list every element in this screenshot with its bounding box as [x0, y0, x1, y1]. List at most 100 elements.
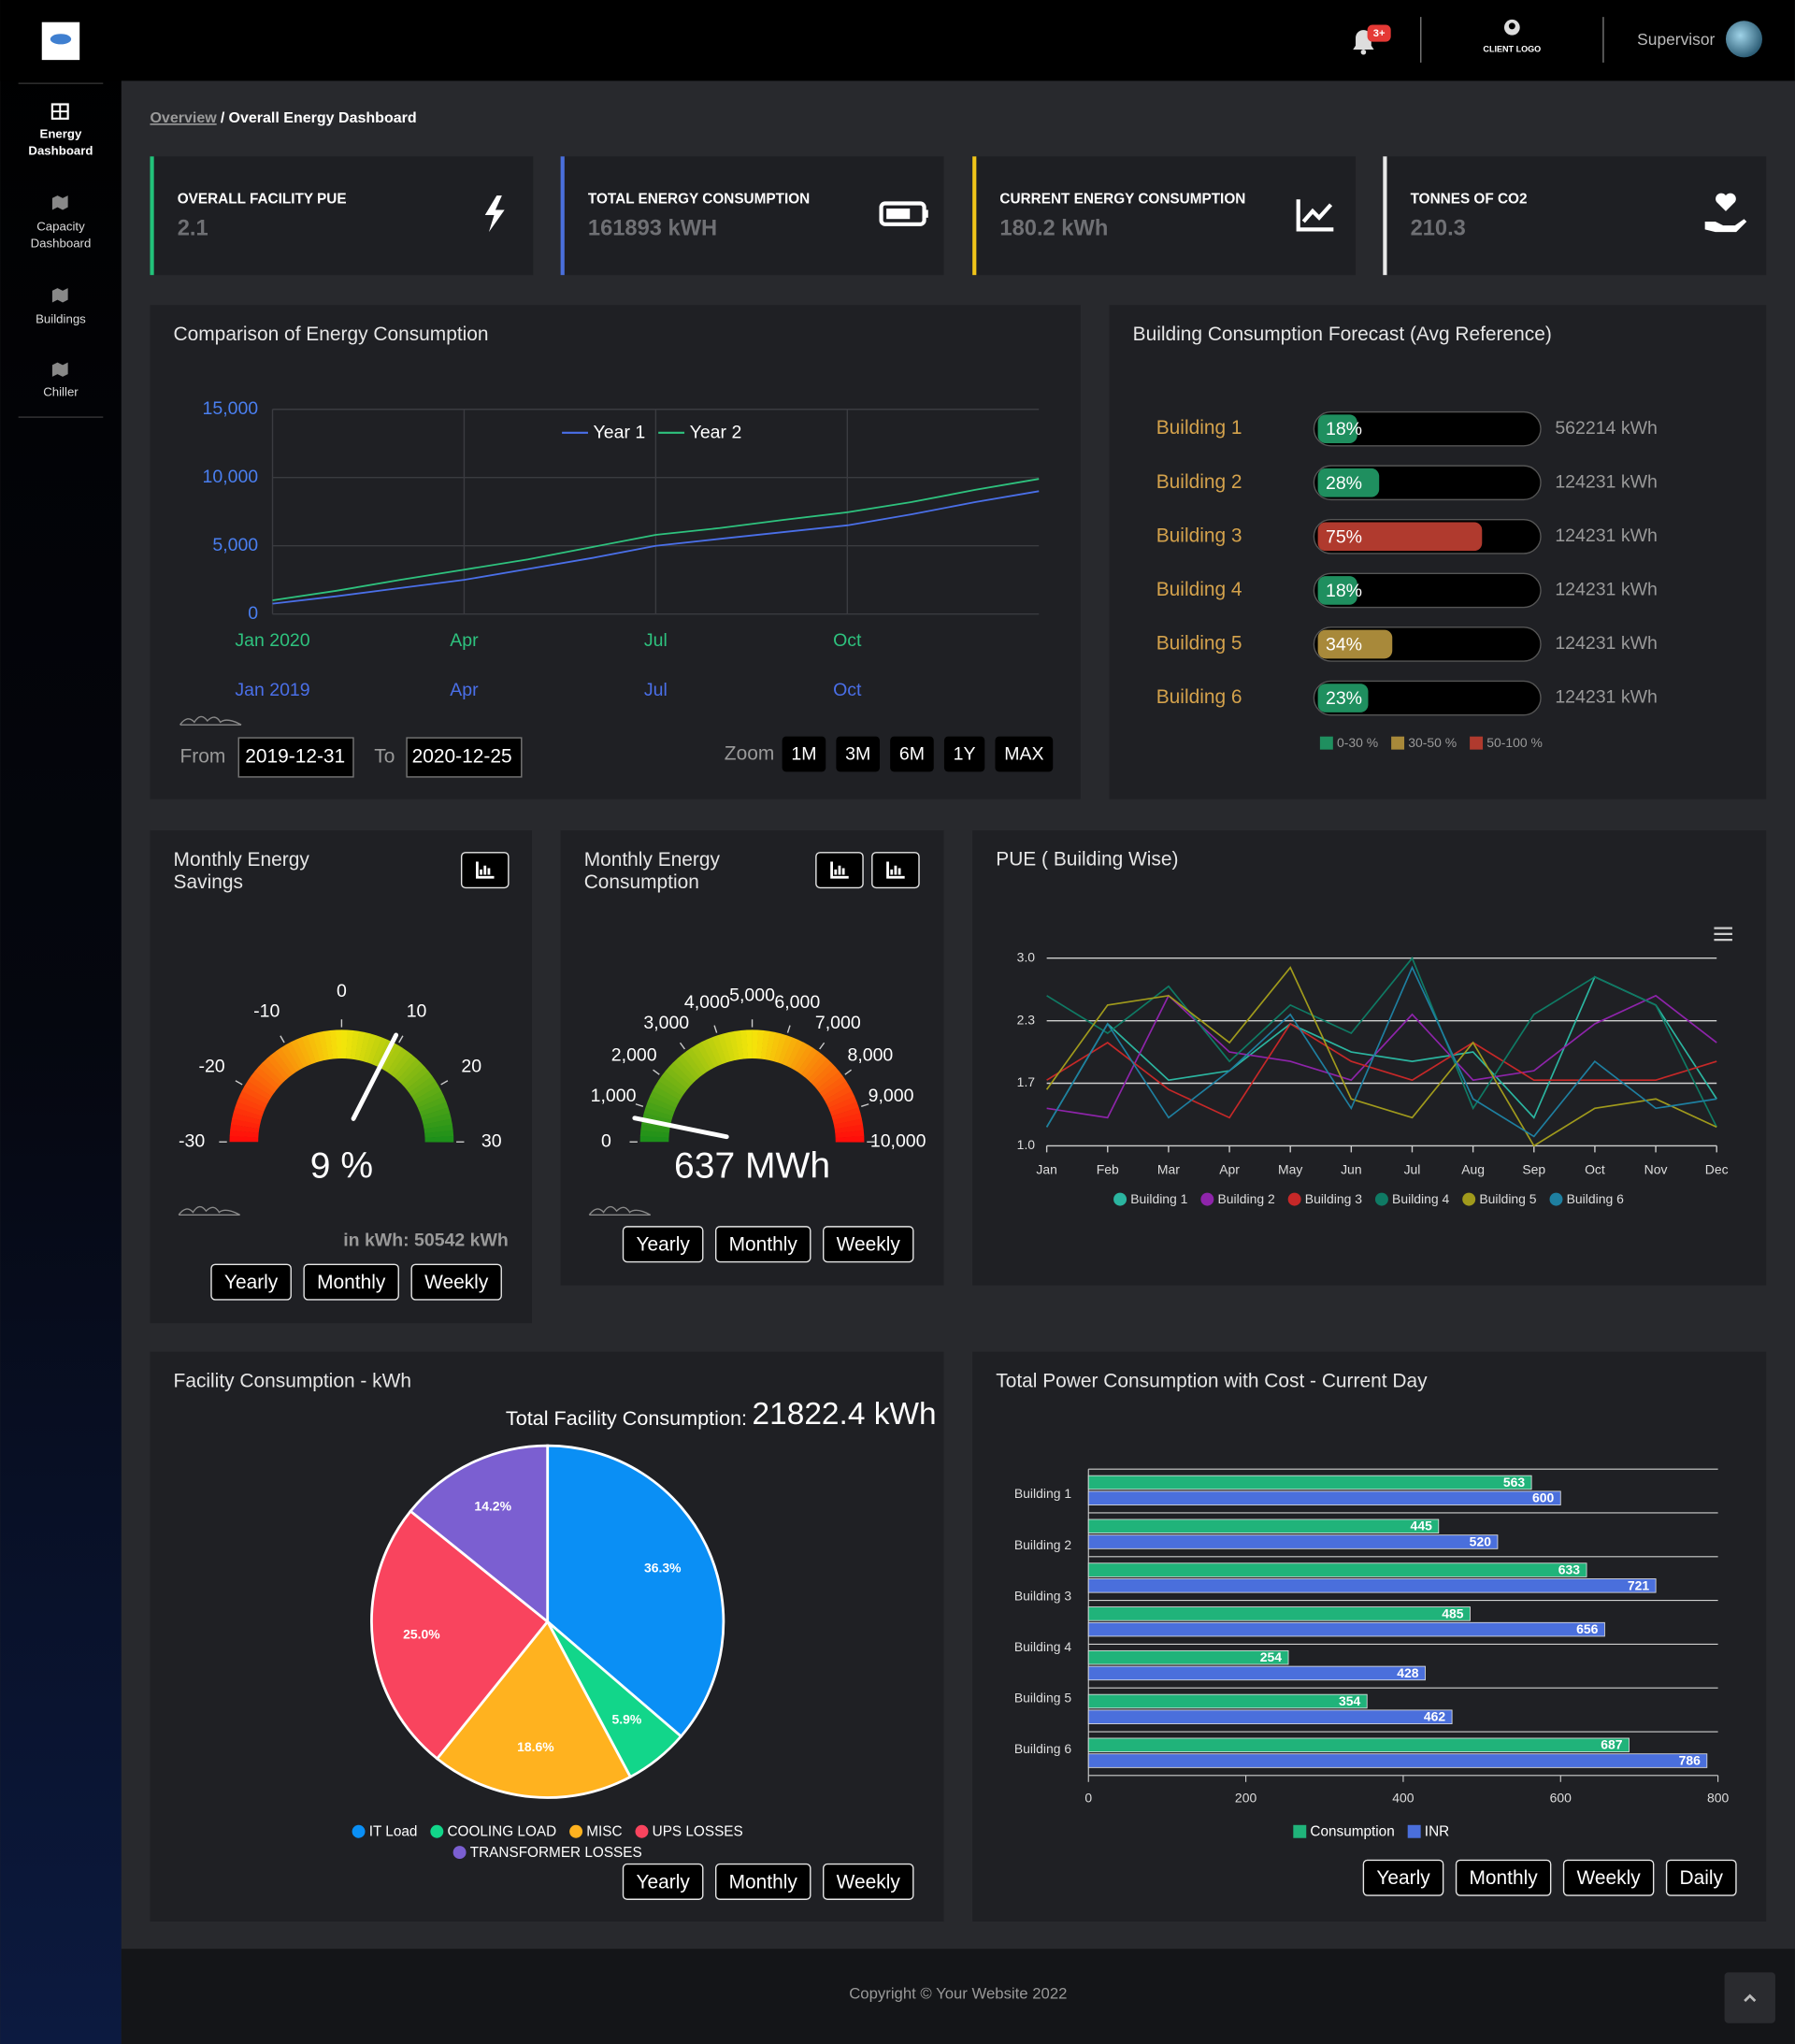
- button-label[interactable]: Weekly: [837, 1871, 901, 1893]
- button[interactable]: [210, 1263, 292, 1301]
- date-input[interactable]: [237, 737, 354, 778]
- breadcrumb-link[interactable]: Overview: [150, 109, 217, 126]
- button-label[interactable]: Yearly: [1376, 1867, 1430, 1889]
- x-tick-label: 800: [1707, 1791, 1730, 1806]
- user-avatar[interactable]: [1725, 21, 1763, 58]
- date-input[interactable]: [406, 737, 523, 778]
- gauge-tick-label: 1,000: [591, 1086, 637, 1106]
- zoom-button-label[interactable]: 1M: [791, 743, 816, 764]
- gauge-band: [350, 1030, 360, 1060]
- gauge-band: [386, 1047, 409, 1075]
- menu-item[interactable]: Buildings: [36, 311, 86, 325]
- kpi-label: OVERALL FACILITY PUE: [178, 191, 347, 207]
- gauge-band: [280, 1044, 300, 1072]
- gauge-tick: [679, 1042, 686, 1050]
- bar: [1087, 1709, 1453, 1724]
- category-label: Building 2: [1156, 471, 1242, 493]
- gauge-band: [824, 1086, 853, 1104]
- progress-bar: [1317, 576, 1357, 605]
- category-label: Building 3: [1014, 1588, 1071, 1603]
- menu-item[interactable]: Chiller: [43, 384, 79, 398]
- zoom-button-label[interactable]: 3M: [845, 743, 870, 764]
- date-value[interactable]: 2019-12-31: [245, 746, 345, 768]
- button-label[interactable]: Daily: [1680, 1867, 1724, 1889]
- legend-item: 30-50 %: [1391, 735, 1457, 750]
- navigator-icon: [179, 715, 242, 726]
- button-label[interactable]: Yearly: [636, 1234, 690, 1256]
- x-tick-label: Dec: [1705, 1162, 1729, 1177]
- button[interactable]: [1455, 1859, 1552, 1896]
- gauge-band: [363, 1033, 377, 1063]
- button[interactable]: [410, 1263, 502, 1301]
- pie-label: 14.2%: [474, 1499, 511, 1514]
- zoom-button[interactable]: [836, 736, 880, 772]
- gauge-band: [811, 1062, 836, 1087]
- button-label[interactable]: Monthly: [1470, 1867, 1539, 1889]
- value-label: 23%: [1326, 688, 1362, 709]
- zoom-button[interactable]: [890, 736, 934, 772]
- gauge-band: [336, 1029, 342, 1059]
- zoom-button-label[interactable]: MAX: [1004, 743, 1043, 764]
- zoom-button[interactable]: [943, 736, 985, 772]
- zoom-button[interactable]: [782, 736, 826, 772]
- progress-bar: [1317, 522, 1483, 552]
- pie-slice: [370, 1509, 550, 1761]
- button-label[interactable]: Weekly: [837, 1234, 901, 1256]
- button-label[interactable]: Yearly: [224, 1272, 279, 1293]
- gauge-band: [706, 1037, 723, 1066]
- date-value[interactable]: 2020-12-25: [412, 746, 512, 768]
- gauge-band: [424, 1135, 454, 1143]
- button[interactable]: [303, 1263, 399, 1301]
- legend-marker: [635, 1824, 649, 1838]
- x-tick-label: Jul: [644, 630, 668, 651]
- button[interactable]: [715, 1226, 811, 1263]
- button[interactable]: [823, 1226, 914, 1263]
- y-tick-label: 15,000: [203, 398, 259, 419]
- kpi-card: [1383, 156, 1767, 276]
- button-label[interactable]: Monthly: [729, 1871, 798, 1893]
- button[interactable]: [1665, 1859, 1737, 1896]
- button-label[interactable]: Weekly: [1577, 1867, 1642, 1889]
- button[interactable]: [1362, 1859, 1444, 1896]
- button-label[interactable]: Weekly: [424, 1272, 489, 1293]
- menu-item[interactable]: Energy Dashboard: [28, 126, 93, 157]
- legend-marker: [569, 1824, 583, 1838]
- gauge-band: [237, 1096, 266, 1113]
- gauge-band: [826, 1090, 855, 1109]
- x2-tick-label: Oct: [833, 680, 862, 700]
- kpi-accent: [560, 156, 565, 276]
- button-label[interactable]: Monthly: [317, 1272, 386, 1293]
- panel: [150, 305, 1081, 799]
- notification-badge: [1367, 24, 1391, 42]
- button[interactable]: [622, 1863, 704, 1900]
- button[interactable]: [715, 1863, 811, 1900]
- legend-marker: [1113, 1192, 1127, 1206]
- panel: [150, 830, 532, 1324]
- menu-icon[interactable]: [1714, 927, 1732, 942]
- zoom-button[interactable]: [995, 736, 1054, 772]
- y-tick-label: 10,000: [203, 467, 259, 487]
- gauge-band: [371, 1037, 388, 1066]
- progress-bar: [1317, 684, 1369, 713]
- amount-label: 124231 kWh: [1555, 687, 1658, 708]
- button[interactable]: [823, 1863, 914, 1900]
- panel: [972, 830, 1767, 1286]
- button[interactable]: [622, 1226, 704, 1263]
- gauge-band: [672, 1058, 697, 1084]
- user-name: Supervisor: [1637, 30, 1715, 49]
- button[interactable]: [1562, 1859, 1655, 1896]
- header: [0, 0, 1795, 81]
- zoom-button-label[interactable]: 1Y: [954, 743, 976, 764]
- kpi-label: TOTAL ENERGY CONSUMPTION: [588, 191, 810, 207]
- zoom-button-label[interactable]: 6M: [899, 743, 925, 764]
- button-label[interactable]: Monthly: [729, 1234, 798, 1256]
- gauge-band: [424, 1130, 454, 1138]
- gauge-band: [822, 1080, 850, 1101]
- menu-item[interactable]: Capacity Dashboard: [31, 219, 92, 250]
- amount-label: 124231 kWh: [1555, 525, 1658, 546]
- gauge-tick-label: 3,000: [643, 1013, 689, 1033]
- button-label[interactable]: Yearly: [636, 1871, 690, 1893]
- gauge-band: [233, 1106, 263, 1121]
- legend-marker: [430, 1824, 444, 1838]
- scroll-top-button[interactable]: [1724, 1972, 1775, 2023]
